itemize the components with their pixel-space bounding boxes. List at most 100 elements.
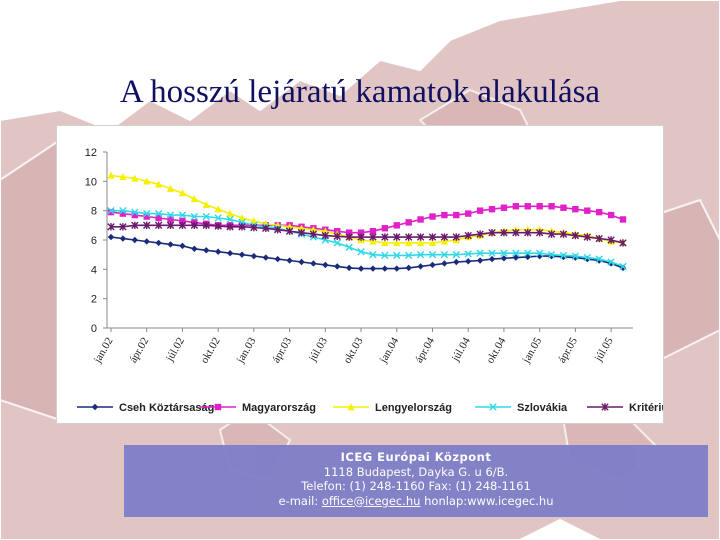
data-point-2 xyxy=(238,214,246,222)
data-point-2 xyxy=(202,201,210,208)
data-point-0 xyxy=(381,265,389,272)
data-point-2 xyxy=(393,239,401,247)
data-point-3 xyxy=(381,251,389,260)
y-tick-label: 2 xyxy=(91,294,97,306)
data-point-0 xyxy=(274,255,281,263)
data-point-4 xyxy=(369,233,377,241)
data-point-4 xyxy=(524,228,532,237)
legend-label: Magyarország xyxy=(242,402,316,414)
data-point-1 xyxy=(429,213,436,220)
data-point-0 xyxy=(357,265,365,272)
data-point-1 xyxy=(453,211,460,219)
data-point-1 xyxy=(441,211,448,219)
data-point-3 xyxy=(607,258,615,266)
data-point-3 xyxy=(143,209,151,218)
data-point-1 xyxy=(405,219,412,226)
data-point-1 xyxy=(357,229,365,236)
x-tick-label: júl.02 xyxy=(163,336,187,365)
data-point-3 xyxy=(559,251,568,260)
data-point-4 xyxy=(321,231,330,240)
data-point-3 xyxy=(107,206,115,215)
data-point-1 xyxy=(607,211,615,219)
x-tick-label: júl.04 xyxy=(449,335,473,364)
x-tick-label: ápr.04 xyxy=(413,335,437,365)
data-point-2 xyxy=(309,225,318,233)
data-point-3 xyxy=(488,249,496,257)
data-point-1 xyxy=(131,211,139,219)
data-point-4 xyxy=(416,233,425,241)
data-point-4 xyxy=(214,222,222,230)
legend-marker xyxy=(91,403,99,411)
data-point-4 xyxy=(595,234,603,243)
data-point-4 xyxy=(583,233,591,241)
data-point-3 xyxy=(583,253,591,262)
data-point-4 xyxy=(500,228,508,237)
legend-label: Lengyelország xyxy=(375,402,452,414)
data-point-2 xyxy=(107,171,115,179)
footer-contact-box: ICEG Európai Központ 1118 Budapest, Dayk… xyxy=(124,445,708,517)
data-point-2 xyxy=(440,237,448,245)
data-point-0 xyxy=(119,235,127,242)
data-point-3 xyxy=(369,250,377,259)
data-point-4 xyxy=(381,233,389,241)
x-tick-label: jan.03 xyxy=(234,335,259,366)
data-point-2 xyxy=(155,180,163,188)
x-tick-label: okt.03 xyxy=(341,335,366,366)
x-tick-label: júl.03 xyxy=(306,335,330,364)
data-point-3 xyxy=(416,250,425,259)
data-point-3 xyxy=(131,208,139,216)
legend-label: Cseh Köztársaság xyxy=(119,402,214,414)
data-point-4 xyxy=(476,230,484,238)
legend-label: Kritérium xyxy=(629,402,663,414)
footer-contact-line: e-mail: office@icegec.hu honlap:www.iceg… xyxy=(124,494,708,509)
data-point-0 xyxy=(155,239,162,247)
data-point-4 xyxy=(333,232,341,241)
x-tick-label: jan.05 xyxy=(520,335,545,366)
x-tick-label: júl.05 xyxy=(592,335,616,364)
data-point-0 xyxy=(226,250,234,257)
data-point-1 xyxy=(548,203,555,210)
data-point-3 xyxy=(535,249,544,257)
data-point-3 xyxy=(524,249,532,257)
data-point-3 xyxy=(190,212,199,221)
data-point-1 xyxy=(119,210,127,217)
data-point-0 xyxy=(417,263,424,270)
data-point-4 xyxy=(262,224,270,232)
data-point-1 xyxy=(345,229,353,236)
data-point-1 xyxy=(524,203,531,210)
data-point-3 xyxy=(428,250,437,259)
data-point-3 xyxy=(500,249,508,257)
data-point-2 xyxy=(369,237,377,245)
data-point-4 xyxy=(250,223,258,232)
data-point-4 xyxy=(285,227,294,235)
data-point-3 xyxy=(202,212,210,221)
data-point-3 xyxy=(166,211,175,219)
series-line-4 xyxy=(111,224,624,244)
data-point-4 xyxy=(345,233,353,241)
legend-marker xyxy=(214,403,222,411)
data-point-3 xyxy=(440,250,449,259)
legend-marker xyxy=(347,403,355,411)
data-point-0 xyxy=(167,241,174,248)
data-point-0 xyxy=(476,257,484,264)
data-point-0 xyxy=(131,236,139,244)
data-point-3 xyxy=(333,239,341,247)
data-point-4 xyxy=(547,230,556,238)
data-point-0 xyxy=(441,260,448,267)
x-tick-label: jan.02 xyxy=(91,336,115,366)
data-point-3 xyxy=(452,250,460,259)
data-point-2 xyxy=(166,184,175,192)
data-point-4 xyxy=(131,221,139,230)
legend-marker xyxy=(489,403,497,411)
data-point-4 xyxy=(238,223,246,231)
data-point-2 xyxy=(297,224,306,232)
data-point-0 xyxy=(214,248,222,255)
data-point-3 xyxy=(345,243,353,252)
data-point-1 xyxy=(179,217,186,225)
data-point-3 xyxy=(476,249,484,257)
data-point-3 xyxy=(547,250,556,259)
data-point-4 xyxy=(107,223,115,231)
data-point-1 xyxy=(465,210,472,217)
footer-email-link[interactable]: office@icegec.hu xyxy=(321,493,421,508)
x-tick-label: okt.04 xyxy=(484,335,509,366)
